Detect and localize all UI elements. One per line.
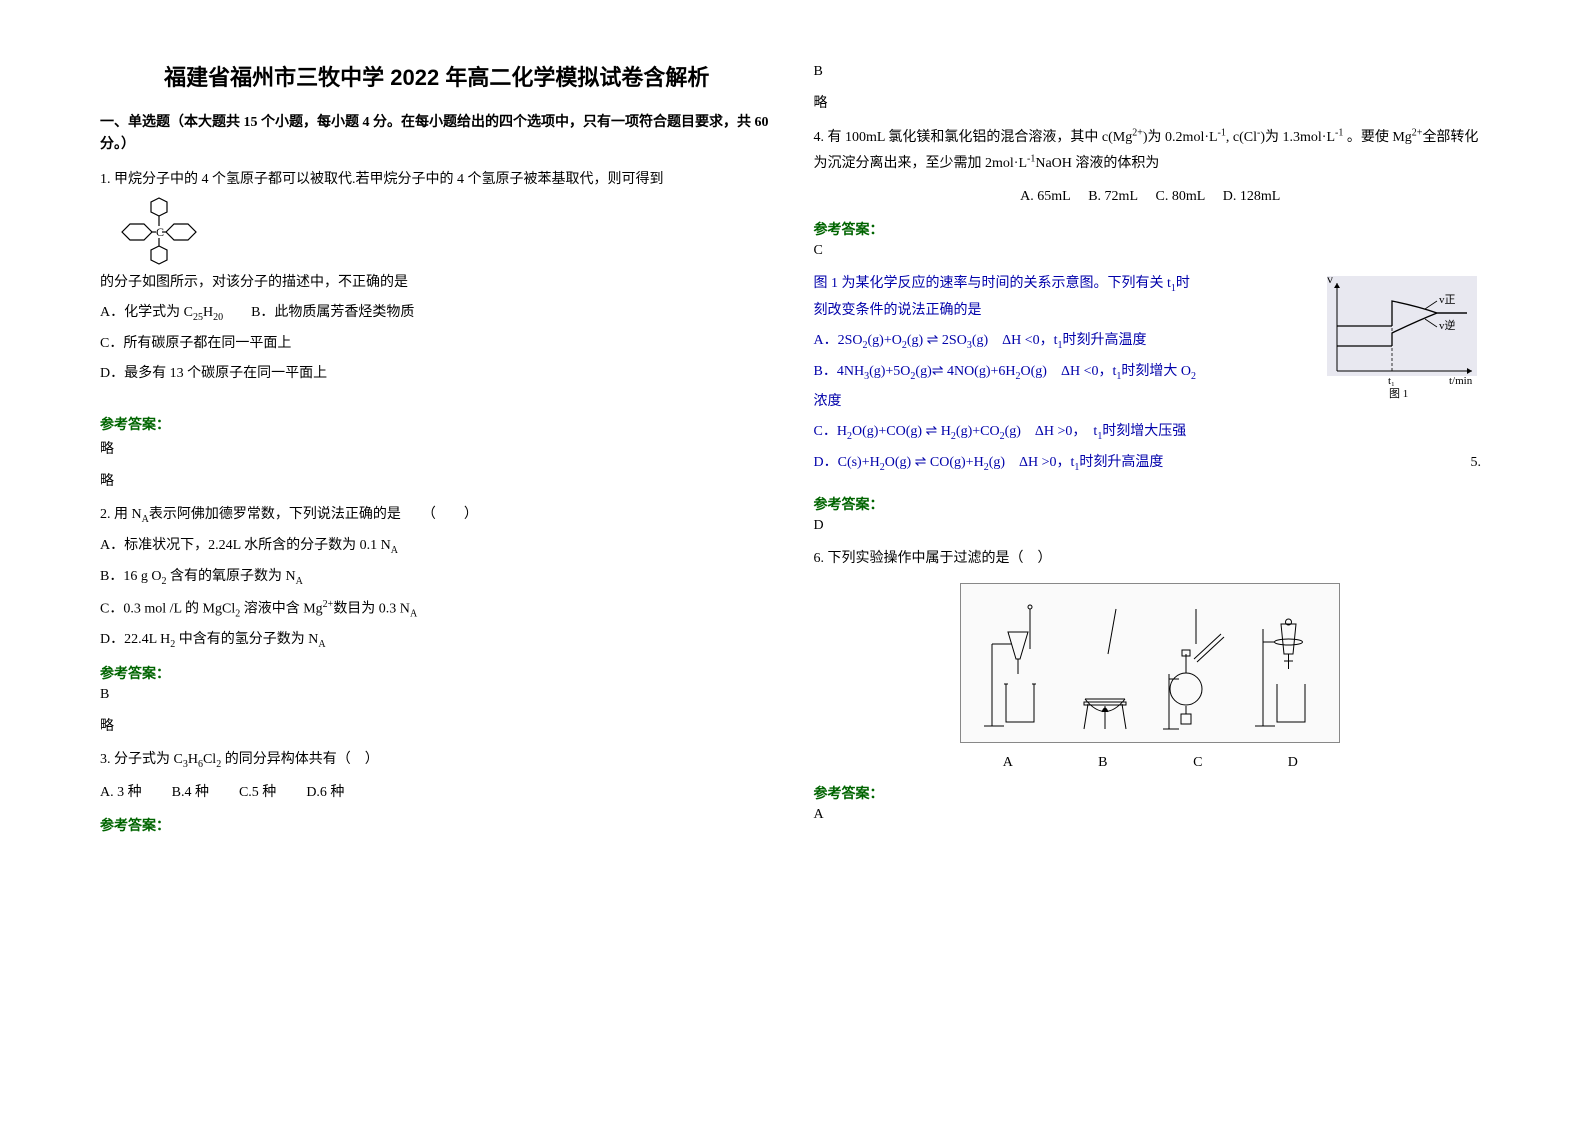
section-1-text: 一、单选题（本大题共 15 个小题，每小题 4 分。在每小题给出的四个选项中，只… [100,115,769,152]
graph-vrev: v逆 [1439,318,1456,332]
q4-optB: B. 72mL [1088,189,1138,204]
q4-optC: C. 80mL [1156,189,1206,204]
q2-answer-label: 参考答案： [100,663,774,683]
q3-optC: C.5 种 [239,780,276,805]
left-column: 福建省福州市三牧中学 2022 年高二化学模拟试卷含解析 一、单选题（本大题共 … [80,60,794,1062]
q5-answer-label: 参考答案： [814,494,1488,514]
q4-answer: C [814,243,1488,259]
rate-graph-svg: v v正 v逆 t₁ t/min 图 1 [1317,271,1487,401]
q3-optD: D.6 种 [306,780,344,805]
graph-xaxis: t/min [1449,375,1473,387]
question-4: 4. 有 100mL 氯化镁和氯化铝的混合溶液，其中 c(Mg2+)为 0.2m… [814,124,1488,209]
right-column: B 略 4. 有 100mL 氯化镁和氯化铝的混合溶液，其中 c(Mg2+)为 … [794,60,1508,1062]
question-5: v v正 v逆 t₁ t/min 图 1 图 1 为某化学反应的速率与时间的关系… [814,271,1488,476]
q1-text-1: 1. 甲烷分子中的 4 个氢原子都可以被取代.若甲烷分子中的 4 个氢原子被苯基… [100,172,664,187]
q1-optC: C．所有碳原子都在同一平面上 [100,332,774,356]
molecule-svg: C [104,192,214,270]
apparatus-figure [960,583,1340,743]
q1-text-2: 的分子如图所示，对该分子的描述中，不正确的是 [100,270,774,295]
q2-optD: D．22.4L H2 中含有的氢分子数为 NA [100,628,774,653]
q4-optA: A. 65mL [1020,189,1071,204]
question-1: 1. 甲烷分子中的 4 个氢原子都可以被取代.若甲烷分子中的 4 个氢原子被苯基… [100,167,774,386]
graph-t1: t₁ [1388,375,1395,387]
q4-answer-label: 参考答案： [814,219,1488,239]
q3-answer-label: 参考答案： [100,815,774,835]
q6-labelA: A [973,755,1043,771]
q6-labelC: C [1163,755,1233,771]
question-3: 3. 分子式为 C3H6Cl2 的同分异构体共有（ ） A. 3 种 B.4 种… [100,747,774,805]
q2-optA: A．标准状况下，2.24L 水所含的分子数为 0.1 NA [100,534,774,559]
graph-v-label: v [1327,272,1333,286]
graph-fig: 图 1 [1389,387,1408,400]
question-6: 6. 下列实验操作中属于过滤的是（ ） [814,546,1488,571]
q5-optC: C．H2O(g)+CO(g) ⇌ H2(g)+CO2(g) ΔH >0， t1时… [814,420,1488,445]
q2-optC: C．0.3 mol /L 的 MgCl2 溶液中含 Mg2+数目为 0.3 NA [100,596,774,622]
q6-answer: A [814,807,1488,823]
q3-optB: B.4 种 [172,780,209,805]
q2-answer: B [100,687,774,703]
q3-optA: A. 3 种 [100,780,142,805]
q6-labelB: B [1068,755,1138,771]
q1-answer-1: 略 [100,438,774,458]
q1-answer-label: 参考答案： [100,414,774,434]
apparatus-d [1251,604,1321,734]
q1-optD: D．最多有 13 个碳原子在同一平面上 [100,362,774,386]
apparatus-c [1161,604,1231,734]
q2-text: 2. 用 NA表示阿佛加德罗常数，下列说法正确的是 （ ） [100,507,478,522]
rate-graph: v v正 v逆 t₁ t/min 图 1 [1317,271,1487,410]
question-2: 2. 用 NA表示阿佛加德罗常数，下列说法正确的是 （ ） A．标准状况下，2.… [100,502,774,654]
q1-options: A．化学式为 C25H20 B．此物质属芳香烃类物质 C．所有碳原子都在同一平面… [100,301,774,385]
q6-answer-label: 参考答案： [814,783,1488,803]
q4-optD: D. 128mL [1223,189,1281,204]
section-1-header: 一、单选题（本大题共 15 个小题，每小题 4 分。在每小题给出的四个选项中，只… [100,112,774,157]
q3-answer-extra: 略 [814,92,1488,112]
q3-text: 3. 分子式为 C3H6Cl2 的同分异构体共有（ ） [100,752,379,767]
q4-options: A. 65mL B. 72mL C. 80mL D. 128mL [814,184,1488,209]
q2-optB: B．16 g O2 含有的氧原子数为 NA [100,565,774,590]
q4-text: 4. 有 100mL 氯化镁和氯化铝的混合溶液，其中 c(Mg2+)为 0.2m… [814,130,1479,171]
apparatus-a [980,604,1050,734]
q6-labelD: D [1258,755,1328,771]
q3-answer: B [814,64,1488,80]
q3-options: A. 3 种 B.4 种 C.5 种 D.6 种 [100,780,774,805]
graph-vfwd: v正 [1439,294,1456,306]
molecule-diagram: C [104,192,214,270]
q5-number: 5. [1471,451,1482,475]
apparatus-labels: A B C D [960,755,1340,771]
q1-optB: B．此物质属芳香烃类物质 [251,305,414,320]
q2-answer-extra: 略 [100,715,774,735]
q1-answer-2: 略 [100,470,774,490]
q5-optD: D．C(s)+H2O(g) ⇌ CO(g)+H2(g) ΔH >0，t1时刻升高… [814,451,1488,476]
q1-optA: A．化学式为 C25H20 [100,305,223,320]
page-title: 福建省福州市三牧中学 2022 年高二化学模拟试卷含解析 [100,60,774,92]
apparatus-b [1070,604,1140,734]
q5-answer: D [814,518,1488,534]
q6-text: 6. 下列实验操作中属于过滤的是（ ） [814,551,1052,566]
